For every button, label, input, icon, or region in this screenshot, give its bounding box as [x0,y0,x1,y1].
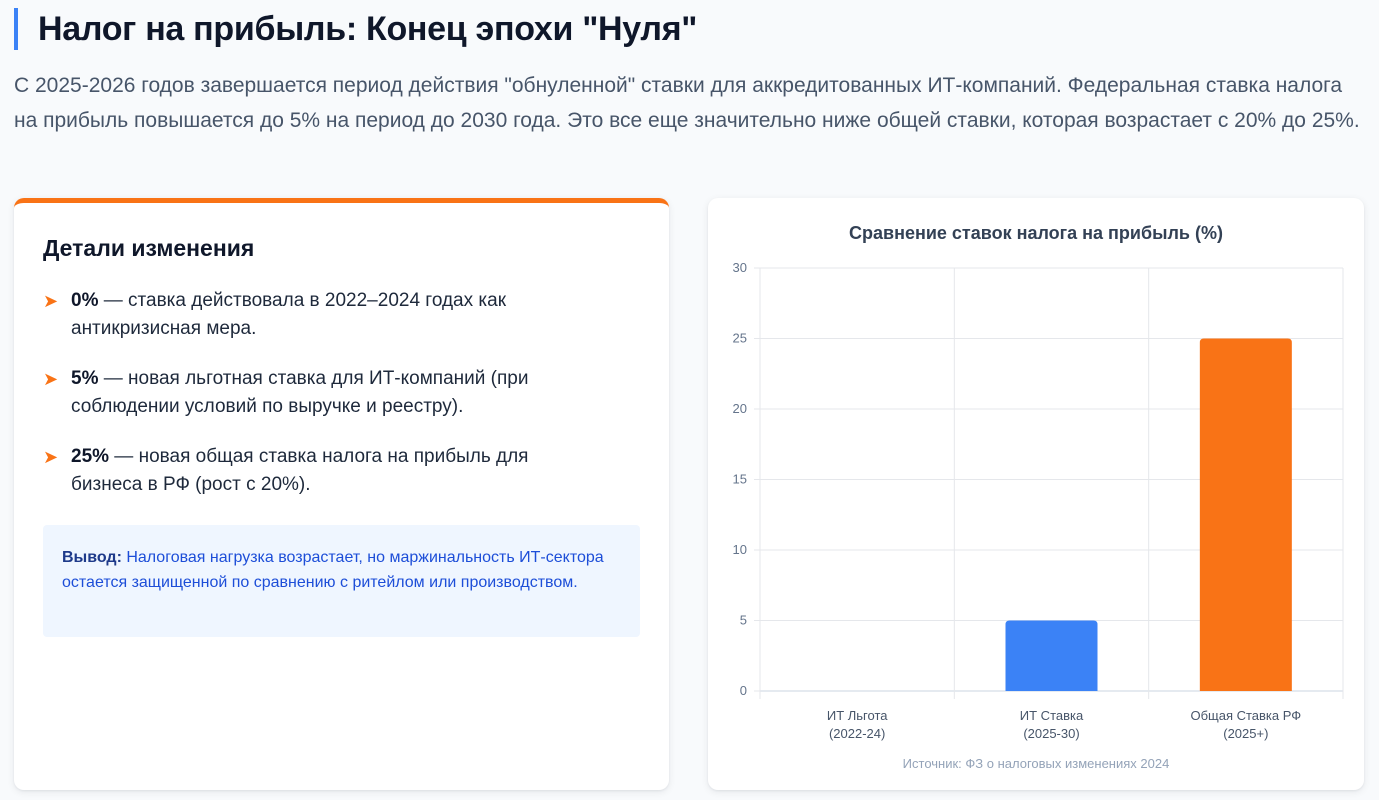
bar [1199,338,1292,691]
conclusion-text: Налоговая нагрузка возрастает, но маржин… [62,549,604,591]
y-tick-label: 0 [740,683,747,698]
y-tick-label: 5 [740,613,747,628]
details-list: ➤ 0% — ставка действовала в 2022–2024 го… [43,287,603,521]
details-title: Детали изменения [43,235,255,261]
rate-description: — новая льготная ставка для ИТ-компаний … [71,368,529,417]
bar-chart: Сравнение ставок налога на прибыль (%) 0 5… [733,223,1344,771]
y-tick-label: 20 [733,401,747,416]
details-card: Детали изменения ➤ 0% — ставка действова… [14,198,669,790]
y-tick-label: 25 [733,331,747,346]
rate-value: 5% [71,368,99,389]
list-item: ➤ 5% — новая льготная ставка для ИТ-комп… [43,365,603,421]
rate-value: 25% [71,446,110,467]
y-tick-label: 30 [733,260,747,275]
x-tick-label: Общая Ставка РФ (2025+) [1190,708,1301,741]
arrow-right-icon: ➤ [43,291,59,311]
title-block: Налог на прибыль: Конец эпохи "Нуля" [14,8,697,50]
y-tick-label: 10 [733,542,747,557]
lead-paragraph: С 2025-2026 годов завершается период дей… [14,74,1360,132]
y-tick-label: 15 [733,472,747,487]
arrow-right-icon: ➤ [43,369,59,389]
chart-card: Сравнение ставок налога на прибыль (%) 0 5… [708,198,1364,790]
conclusion-label: Вывод: [62,549,122,566]
x-tick-label: ИТ Ставка (2025-30) [1020,708,1084,741]
list-item: ➤ 0% — ставка действовала в 2022–2024 го… [43,287,603,343]
chart-title: Сравнение ставок налога на прибыль (%) [849,223,1223,243]
x-tick-label: ИТ Льгота (2022-24) [827,708,888,741]
arrow-right-icon: ➤ [43,447,59,467]
rate-value: 0% [71,290,99,311]
conclusion-box: Вывод: Налоговая нагрузка возрастает, но… [43,525,640,637]
list-item: ➤ 25% — новая общая ставка налога на при… [43,443,603,499]
rate-description: — новая общая ставка налога на прибыль д… [71,446,529,495]
chart-source: Источник: ФЗ о налоговых изменениях 2024 [903,756,1170,771]
bar [1005,620,1098,691]
rate-description: — ставка действовала в 2022–2024 годах к… [71,290,507,339]
page-title: Налог на прибыль: Конец эпохи "Нуля" [38,9,698,48]
